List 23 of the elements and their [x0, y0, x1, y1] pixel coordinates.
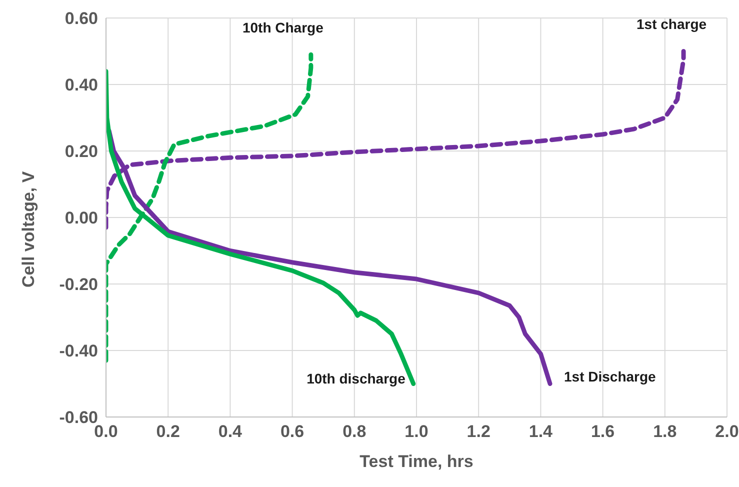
series-label: 1st Discharge	[564, 368, 656, 384]
x-axis-title: Test Time, hrs	[360, 452, 474, 471]
y-tick-label: 0.60	[64, 9, 98, 28]
x-tick-label: 0.2	[156, 422, 180, 442]
x-tick-label: 0.0	[94, 422, 118, 442]
x-tick-label: 1.2	[466, 422, 490, 442]
y-tick-label: -0.20	[59, 275, 98, 294]
x-tick-label: 0.4	[218, 422, 243, 442]
x-tick-label: 0.6	[280, 422, 304, 442]
x-tick-label: 0.8	[342, 422, 366, 442]
x-tick-label: 2.0	[715, 422, 739, 442]
series-label: 10th discharge	[306, 370, 406, 386]
x-tick-label: 1.6	[590, 422, 615, 442]
x-tick-label: 1.0	[404, 422, 428, 442]
text: 1st charge	[636, 16, 707, 32]
y-tick-label: 0.40	[64, 76, 98, 95]
y-tick-label: 0.00	[64, 208, 98, 228]
series-label: 10th Charge	[242, 19, 324, 36]
y-tick-label: 0.20	[64, 142, 98, 162]
y-tick-label: -0.40	[59, 342, 98, 361]
y-axis-title: Cell voltage, V	[19, 170, 38, 288]
x-tick-label: 1.8	[653, 422, 677, 442]
x-tick-label: 1.4	[528, 422, 554, 442]
